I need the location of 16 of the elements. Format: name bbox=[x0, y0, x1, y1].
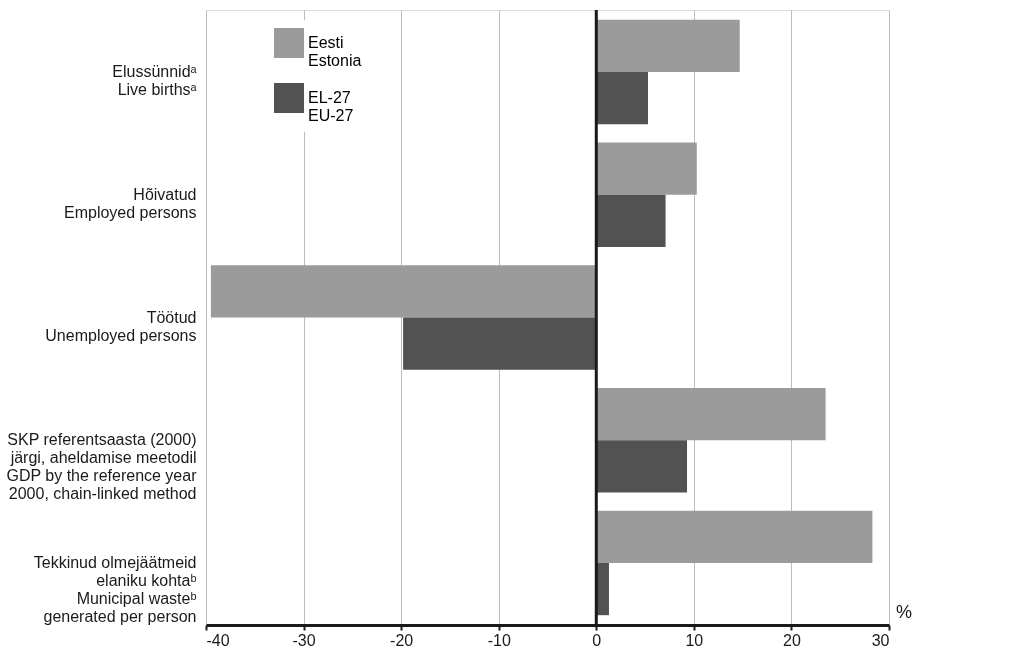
x-tick-label: -10 bbox=[487, 631, 511, 649]
legend-label: Eesti Estonia bbox=[308, 34, 362, 69]
y-tick-label: Töötud Unemployed persons bbox=[45, 308, 197, 344]
y-tick-label: Elussünnidᵃ Live birthsᵃ bbox=[112, 62, 198, 98]
x-tick-label: 0 bbox=[592, 631, 602, 649]
x-tick-label: 30 bbox=[871, 631, 890, 649]
x-tick-label: 20 bbox=[783, 631, 801, 649]
x-tick-label: -40 bbox=[206, 631, 230, 649]
y-tick-label: Tekkinud olmejäätmeid elaniku kohtaᵇ Municipal wasteᵇ generated per person bbox=[33, 554, 197, 626]
y-tick-label: SKP referentsaasta (2000) järgi, aheldamise meetodil GDP by the reference year 2000, chain-linked method bbox=[6, 431, 198, 503]
y-tick-label: Hõivatud Employed persons bbox=[63, 185, 197, 221]
x-tick-label: -30 bbox=[292, 631, 316, 649]
legend-label: EL-27 EU-27 bbox=[308, 89, 354, 124]
x-tick-label: -20 bbox=[390, 631, 414, 649]
x-tick-label: 10 bbox=[685, 631, 704, 649]
text: % bbox=[896, 602, 913, 622]
